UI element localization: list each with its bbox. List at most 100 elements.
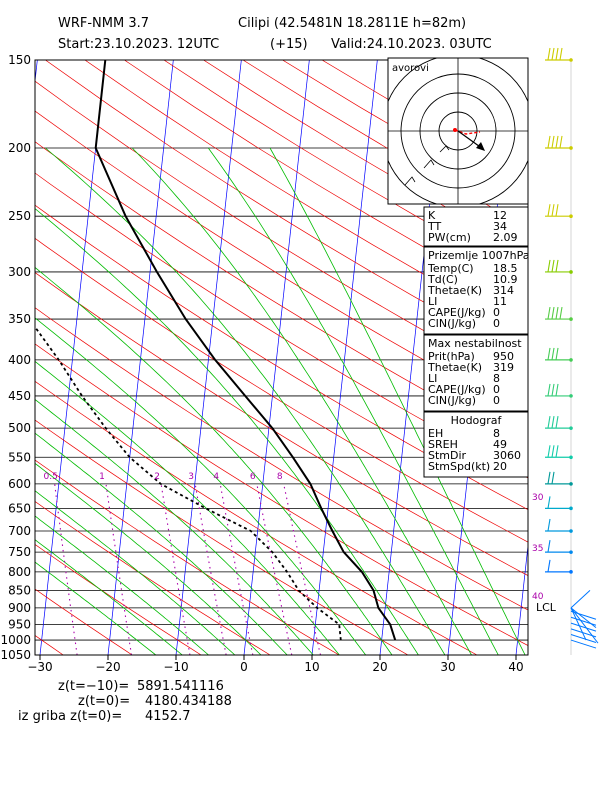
dry-adiabat — [35, 588, 133, 655]
mixing-ratio-label: 4 — [213, 472, 219, 482]
dry-adiabat — [35, 110, 528, 418]
wind-barbs — [545, 47, 599, 655]
low-level-wind — [570, 639, 597, 649]
pressure-tick-label: 250 — [8, 209, 31, 223]
hodograph-index-key: StmDir — [428, 449, 467, 462]
hodograph — [388, 58, 528, 204]
general-index-key: TT — [427, 220, 442, 233]
wind-barb-point — [569, 426, 573, 430]
wind-barb-feather — [547, 445, 551, 458]
unstable-index-key: Thetae(K) — [427, 361, 482, 374]
mixing-ratio-line — [256, 483, 293, 655]
wind-barb-feather — [551, 347, 555, 360]
sounding-profiles — [35, 60, 397, 641]
mixing-ratio-label: 8 — [277, 472, 283, 482]
index-panel: K 12 TT 34 PW(cm) 2.09 Prizemlje 1007hPaTemp(C… — [423, 206, 530, 478]
moist-adiabat — [131, 147, 472, 655]
surface-index-key: CIN(J/kg) — [428, 317, 476, 330]
pressure-tick-label: 200 — [8, 141, 31, 155]
hodograph-index-key: StmSpd(kt) — [428, 460, 490, 473]
wind-barb-feather — [547, 559, 551, 572]
wind-speed-label-30: 30 — [532, 493, 544, 503]
wind-barb-feather — [555, 383, 559, 397]
surface-index-value: 10.9 — [493, 273, 518, 286]
wind-barb-feather — [559, 47, 563, 61]
moist-adiabat — [35, 360, 340, 655]
pressure-tick-label: 300 — [8, 265, 31, 279]
general-index-value: 2.09 — [493, 231, 518, 244]
storm-motion-arrow — [476, 142, 485, 151]
surface-index-key: LI — [428, 295, 437, 308]
wind-barb-point — [569, 394, 573, 398]
wind-barb-feather — [555, 445, 559, 458]
mixing-ratio-line — [160, 483, 191, 655]
hodograph-index-title: Hodograf — [451, 414, 503, 427]
wind-barb-feather — [559, 306, 563, 320]
wind-barb-feather — [559, 135, 563, 149]
pressure-tick-label: 500 — [8, 421, 31, 435]
pressure-tick-label: 750 — [8, 545, 31, 559]
hodograph-index-value: 8 — [493, 427, 500, 440]
wind-barb-feather — [555, 347, 559, 360]
dry-adiabat — [35, 204, 528, 511]
low-level-wind — [570, 616, 597, 626]
moist-adiabat — [35, 398, 314, 655]
low-level-wind — [570, 607, 587, 641]
hodograph-index-value: 20 — [493, 460, 507, 473]
dry-adiabat — [35, 272, 528, 576]
lcl-label: LCL — [536, 601, 557, 614]
wind-barb-feather — [547, 306, 551, 320]
pressure-tick-label: 600 — [8, 477, 31, 491]
surface-index-key: Temp(C) — [427, 262, 474, 275]
unstable-index-value: 319 — [493, 361, 514, 374]
wind-barb-feather — [555, 259, 559, 273]
isotherm — [311, 60, 378, 655]
hodograph-flag — [423, 159, 435, 169]
dry-adiabat — [84, 60, 528, 333]
surface-index-value: 0 — [493, 306, 500, 319]
low-level-wind — [570, 628, 597, 638]
general-index-value: 34 — [493, 220, 507, 233]
low-level-wind — [570, 610, 597, 620]
surface-index-value: 18.5 — [493, 262, 518, 275]
footer-label-3: iz griba z(t=0)= — [18, 709, 122, 724]
wind-barb-feather — [547, 135, 551, 149]
dry-adiabat — [35, 419, 409, 655]
dry-adiabat — [35, 237, 528, 543]
model-title: WRF-NMM 3.7 — [58, 16, 149, 31]
wind-barb-feather — [555, 416, 559, 429]
pressure-tick-label: 950 — [8, 617, 31, 631]
surface-index-value: 11 — [493, 295, 507, 308]
wind-barb-feather — [547, 347, 551, 360]
hodograph-flag — [439, 145, 450, 153]
hodograph-origin — [453, 128, 457, 132]
unstable-index-title: Max nestabilnost — [428, 337, 522, 350]
low-level-wind — [570, 590, 591, 609]
hodograph-index-key: EH — [428, 427, 443, 440]
moist-adiabat — [35, 490, 236, 655]
surface-index-value: 0 — [493, 317, 500, 330]
wind-speed-label-40: 40 — [532, 592, 544, 602]
mixing-ratio-line — [105, 483, 133, 655]
wind-barb-feather — [555, 306, 559, 320]
unstable-index-value: 8 — [493, 372, 500, 385]
wind-barb-feather — [551, 204, 555, 217]
temperature-axis: −30 −20 −10 0 10 20 30 40 — [27, 655, 524, 674]
pressure-axis: 150 200 250 300 350 400 450 500 550 600 650 700 750 8… — [0, 53, 31, 662]
moist-adiabat — [35, 462, 262, 655]
wind-barb-feather — [551, 416, 555, 429]
footer-value-2: 4180.434188 — [145, 694, 232, 709]
dry-adiabat — [35, 343, 528, 646]
dry-adiabat — [35, 544, 202, 655]
moist-adiabat — [35, 317, 367, 655]
surface-index-key: Td(C) — [427, 273, 458, 286]
mixing-ratio-label: 6 — [250, 472, 256, 482]
pressure-tick-label: 650 — [8, 501, 31, 515]
mixing-ratio-label: 2 — [154, 472, 160, 482]
low-level-wind — [570, 607, 599, 644]
isotherm — [175, 60, 242, 655]
dry-adiabat — [35, 380, 478, 655]
mixing-ratio-line — [54, 483, 78, 655]
wind-barb-point — [569, 550, 573, 554]
temperature-tick-label: 30 — [440, 660, 455, 674]
